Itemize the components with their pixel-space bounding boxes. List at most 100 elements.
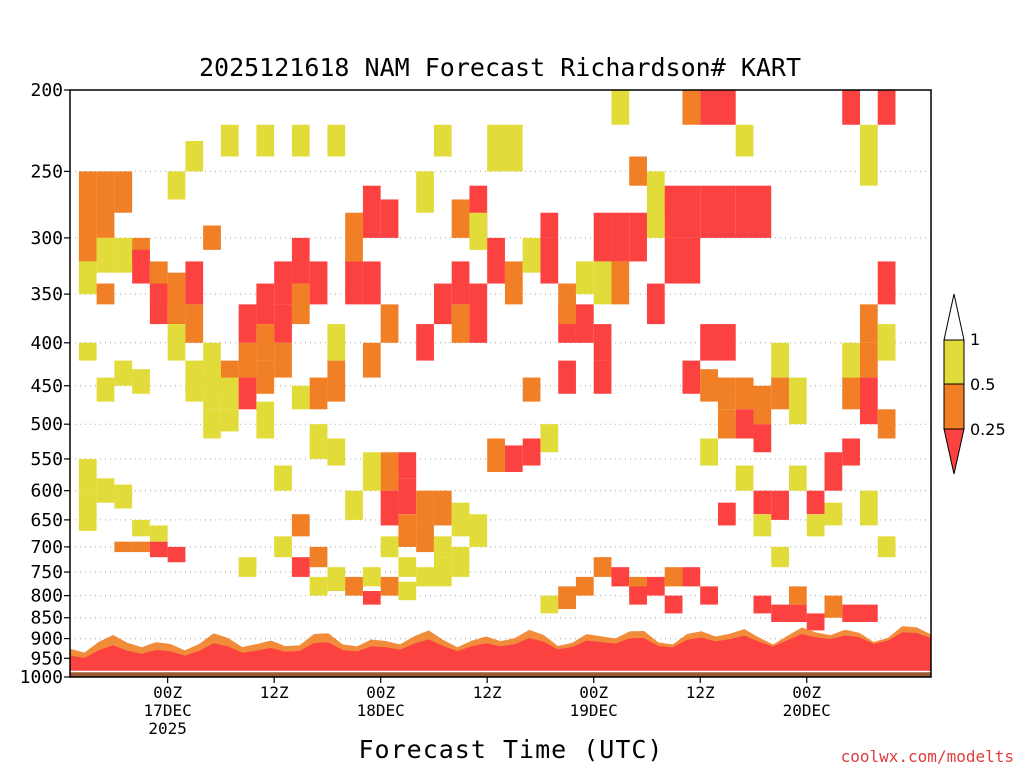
legend: 1 0.5 0.25 — [943, 293, 1006, 475]
legend-swatch-orange — [943, 383, 965, 430]
ri-cell-155 — [682, 567, 701, 587]
ri-cell-53 — [274, 465, 292, 491]
ri-cell-93 — [416, 490, 434, 526]
ri-cell-174 — [753, 185, 772, 238]
ri-cell-31 — [185, 369, 204, 402]
ri-cell-148 — [664, 185, 683, 238]
ri-cell-39 — [220, 409, 239, 432]
ri-cell-86 — [380, 576, 399, 596]
ri-cell-206 — [877, 261, 896, 305]
ri-cell-133 — [593, 324, 612, 361]
ri-cell-35 — [203, 409, 221, 439]
ri-cell-115 — [504, 261, 523, 305]
ri-cell-87 — [398, 452, 417, 479]
ri-cell-106 — [451, 199, 470, 238]
ri-cell-194 — [824, 595, 843, 618]
ri-cell-4 — [78, 342, 97, 361]
ri-cell-195 — [842, 342, 860, 378]
ri-cell-205 — [859, 124, 878, 186]
ri-cell-159 — [700, 369, 718, 402]
ri-cell-179 — [753, 595, 772, 614]
ri-cell-157 — [700, 185, 718, 238]
ri-cell-147 — [646, 171, 665, 213]
ri-cell-165 — [717, 377, 736, 410]
ri-cell-146 — [646, 576, 665, 596]
ri-cell-42 — [238, 342, 257, 378]
ri-cell-1 — [78, 490, 97, 531]
legend-swatch-yellow — [943, 339, 965, 385]
ri-cell-208 — [877, 409, 896, 439]
ri-cell-199 — [842, 90, 860, 125]
y-tick-label-250: 250 — [30, 161, 63, 182]
y-tick-label-400: 400 — [30, 333, 63, 354]
ri-cell-139 — [611, 567, 630, 587]
ri-cell-56 — [291, 283, 310, 325]
ri-cell-97 — [433, 283, 452, 325]
ri-cell-80 — [362, 591, 381, 605]
y-tick-label-300: 300 — [30, 228, 63, 249]
ri-cell-121 — [540, 212, 559, 238]
x-tick-label-6-0: 00Z — [792, 683, 821, 702]
ri-cell-89 — [398, 514, 417, 547]
x-tick-label-6-1: 20DEC — [783, 701, 831, 720]
ri-cell-64 — [309, 546, 328, 568]
ri-cell-29 — [185, 304, 204, 343]
ri-cell-134 — [593, 360, 612, 394]
ri-cell-77 — [362, 342, 381, 378]
ri-cell-132 — [593, 212, 612, 262]
ri-cell-207 — [877, 324, 896, 361]
bl-red — [70, 632, 931, 674]
ri-cell-17 — [132, 369, 150, 394]
ri-cell-181 — [771, 377, 789, 410]
ri-cell-127 — [558, 586, 576, 610]
ri-cell-2 — [78, 171, 97, 262]
y-tick-label-750: 750 — [30, 562, 63, 583]
x-tick-label-4-1: 19DEC — [570, 701, 618, 720]
y-tick-label-650: 650 — [30, 510, 63, 531]
y-tick-label-450: 450 — [30, 376, 63, 397]
ri-cell-38 — [220, 377, 239, 410]
ri-cell-65 — [309, 576, 328, 596]
ri-cell-21 — [149, 283, 168, 325]
ri-cell-163 — [717, 185, 736, 238]
y-tick-label-1000: 1000 — [20, 667, 63, 688]
y-tick-label-850: 850 — [30, 608, 63, 629]
ri-cell-156 — [682, 90, 701, 125]
y-tick-label-350: 350 — [30, 284, 63, 305]
ri-cell-68 — [327, 438, 346, 466]
ri-cell-96 — [416, 171, 434, 213]
ri-cell-104 — [451, 502, 470, 537]
ri-cell-151 — [664, 595, 683, 614]
ri-cell-188 — [788, 586, 807, 605]
ri-cell-111 — [487, 237, 505, 284]
ri-cell-50 — [274, 261, 292, 305]
ri-cell-145 — [646, 283, 665, 325]
ri-cell-164 — [717, 324, 736, 361]
ri-cell-90 — [398, 557, 417, 577]
ri-cell-44 — [238, 557, 257, 577]
ri-cell-149 — [664, 237, 683, 284]
ri-cell-22 — [149, 525, 168, 542]
ri-cell-5 — [96, 171, 115, 238]
legend-label-0.5: 0.5 — [970, 375, 995, 394]
ri-cell-78 — [362, 452, 381, 491]
ri-cell-54 — [274, 536, 292, 558]
plot-frame — [69, 89, 932, 678]
ri-cell-168 — [717, 90, 736, 125]
plot-area — [69, 89, 932, 678]
ri-cell-75 — [362, 185, 381, 238]
ri-cell-9 — [96, 283, 115, 305]
ri-cell-160 — [700, 438, 718, 466]
ri-cell-141 — [629, 212, 647, 262]
legend-label-0.25: 0.25 — [970, 420, 1006, 439]
ri-cell-19 — [132, 541, 150, 553]
ri-cell-180 — [771, 342, 789, 378]
legend-arrow-bottom — [943, 428, 965, 475]
x-tick-label-1-0: 12Z — [260, 683, 289, 702]
ri-cell-84 — [380, 490, 399, 526]
ri-cell-193 — [824, 502, 843, 526]
y-axis: 200 250 300 350 400 450 500 550 600 650 700 750 8008… — [20, 80, 70, 688]
legend-arrow-top — [943, 293, 965, 341]
ri-cell-187 — [788, 604, 807, 622]
ri-cell-85 — [380, 536, 399, 558]
